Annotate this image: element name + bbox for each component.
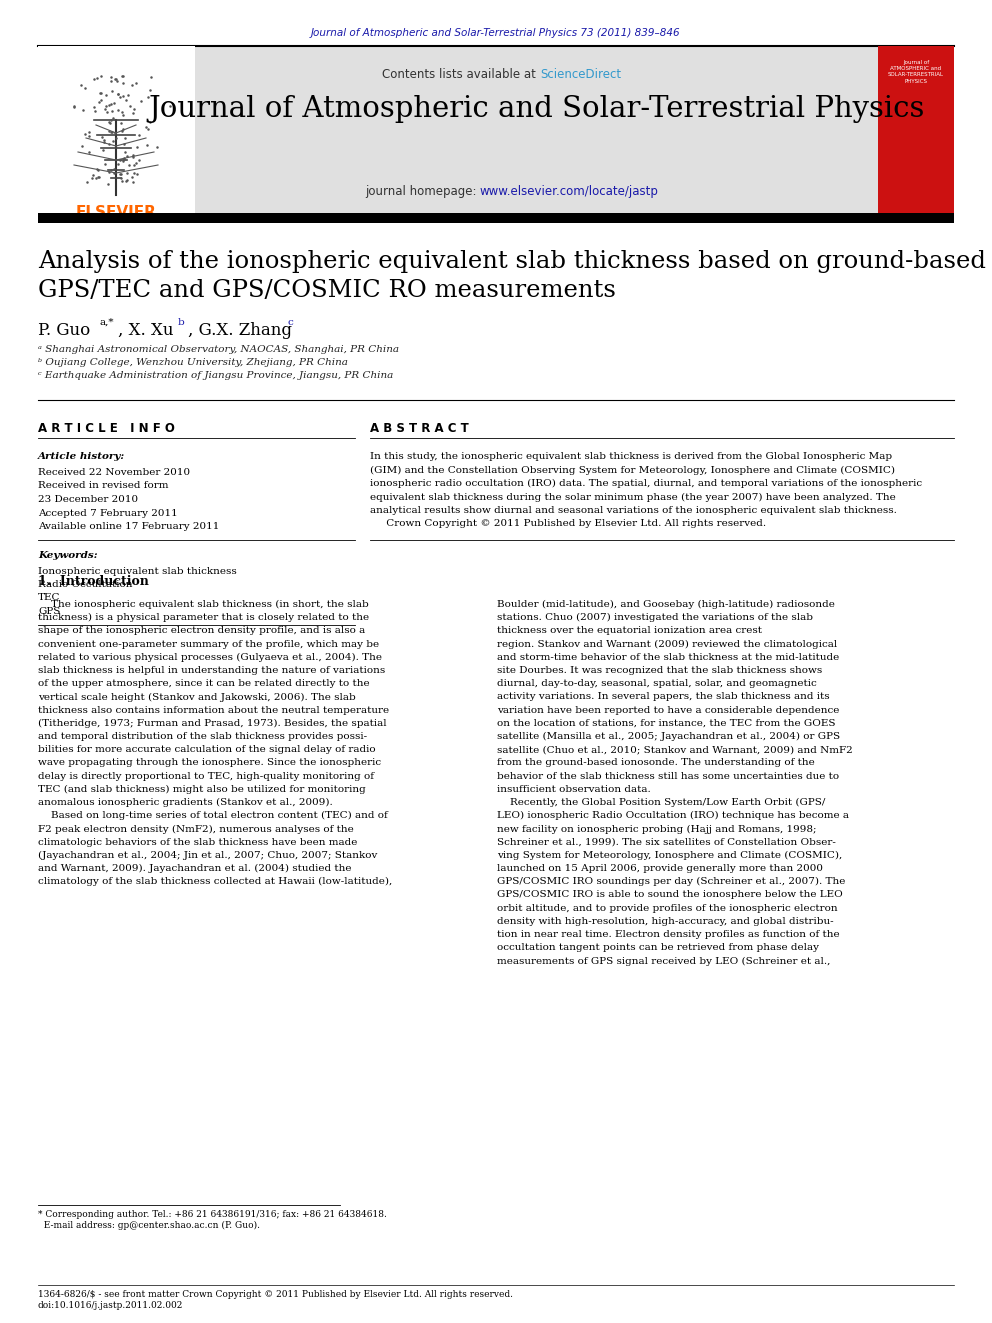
Text: , G.X. Zhang: , G.X. Zhang xyxy=(188,321,292,339)
Text: Available online 17 February 2011: Available online 17 February 2011 xyxy=(38,523,219,531)
Text: F2 peak electron density (NmF2), numerous analyses of the: F2 peak electron density (NmF2), numerou… xyxy=(38,824,354,833)
Text: LEO) ionospheric Radio Occultation (IRO) technique has become a: LEO) ionospheric Radio Occultation (IRO)… xyxy=(497,811,849,820)
Text: E-mail address: gp@center.shao.ac.cn (P. Guo).: E-mail address: gp@center.shao.ac.cn (P.… xyxy=(38,1221,260,1230)
Text: 1364-6826/$ - see front matter Crown Copyright © 2011 Published by Elsevier Ltd.: 1364-6826/$ - see front matter Crown Cop… xyxy=(38,1290,513,1299)
Text: related to various physical processes (Gulyaeva et al., 2004). The: related to various physical processes (G… xyxy=(38,652,382,662)
Text: launched on 15 April 2006, provide generally more than 2000: launched on 15 April 2006, provide gener… xyxy=(497,864,823,873)
Bar xyxy=(38,213,954,224)
Text: ScienceDirect: ScienceDirect xyxy=(540,67,621,81)
Text: occultation tangent points can be retrieved from phase delay: occultation tangent points can be retrie… xyxy=(497,943,819,953)
Text: activity variations. In several papers, the slab thickness and its: activity variations. In several papers, … xyxy=(497,692,829,701)
Text: of the upper atmosphere, since it can be related directly to the: of the upper atmosphere, since it can be… xyxy=(38,679,370,688)
Text: Schreiner et al., 1999). The six satellites of Constellation Obser-: Schreiner et al., 1999). The six satelli… xyxy=(497,837,836,847)
Text: Received in revised form: Received in revised form xyxy=(38,482,169,491)
Text: GPS/COSMIC IRO is able to sound the ionosphere below the LEO: GPS/COSMIC IRO is able to sound the iono… xyxy=(497,890,843,900)
Text: equivalent slab thickness during the solar minimum phase (the year 2007) have be: equivalent slab thickness during the sol… xyxy=(370,492,896,501)
Text: vertical scale height (Stankov and Jakowski, 2006). The slab: vertical scale height (Stankov and Jakow… xyxy=(38,692,356,701)
Text: Recently, the Global Position System/Low Earth Orbit (GPS/: Recently, the Global Position System/Low… xyxy=(497,798,825,807)
Text: thickness also contains information about the neutral temperature: thickness also contains information abou… xyxy=(38,705,389,714)
Text: satellite (Chuo et al., 2010; Stankov and Warnant, 2009) and NmF2: satellite (Chuo et al., 2010; Stankov an… xyxy=(497,745,853,754)
Text: insufficient observation data.: insufficient observation data. xyxy=(497,785,651,794)
Text: density with high-resolution, high-accuracy, and global distribu-: density with high-resolution, high-accur… xyxy=(497,917,833,926)
Text: c: c xyxy=(287,318,293,327)
Text: from the ground-based ionosonde. The understanding of the: from the ground-based ionosonde. The und… xyxy=(497,758,814,767)
Bar xyxy=(878,46,954,216)
Text: Boulder (mid-latitude), and Goosebay (high-latitude) radiosonde: Boulder (mid-latitude), and Goosebay (hi… xyxy=(497,601,835,609)
Text: Journal of
ATMOSPHERIC and
SOLAR-TERRESTRIAL
PHYSICS: Journal of ATMOSPHERIC and SOLAR-TERREST… xyxy=(888,60,944,83)
Text: convenient one-parameter summary of the profile, which may be: convenient one-parameter summary of the … xyxy=(38,639,379,648)
Text: climatology of the slab thickness collected at Hawaii (low-latitude),: climatology of the slab thickness collec… xyxy=(38,877,392,886)
Text: Received 22 November 2010: Received 22 November 2010 xyxy=(38,468,190,478)
Text: Journal of Atmospheric and Solar-Terrestrial Physics 73 (2011) 839–846: Journal of Atmospheric and Solar-Terrest… xyxy=(311,28,681,38)
Text: journal homepage:: journal homepage: xyxy=(365,185,480,198)
Text: GPS: GPS xyxy=(38,607,61,617)
Text: behavior of the slab thickness still has some uncertainties due to: behavior of the slab thickness still has… xyxy=(497,771,839,781)
Text: new facility on ionospheric probing (Hajj and Romans, 1998;: new facility on ionospheric probing (Haj… xyxy=(497,824,816,833)
Text: The ionospheric equivalent slab thickness (in short, the slab: The ionospheric equivalent slab thicknes… xyxy=(38,601,369,609)
Text: region. Stankov and Warnant (2009) reviewed the climatological: region. Stankov and Warnant (2009) revie… xyxy=(497,639,837,648)
Text: thickness over the equatorial ionization area crest: thickness over the equatorial ionization… xyxy=(497,626,762,635)
Text: TEC: TEC xyxy=(38,594,61,602)
Text: Contents lists available at: Contents lists available at xyxy=(382,67,540,81)
Text: shape of the ionospheric electron density profile, and is also a: shape of the ionospheric electron densit… xyxy=(38,626,365,635)
Text: A B S T R A C T: A B S T R A C T xyxy=(370,422,469,435)
Text: Analysis of the ionospheric equivalent slab thickness based on ground-based
GPS/: Analysis of the ionospheric equivalent s… xyxy=(38,250,986,302)
Text: variation have been reported to have a considerable dependence: variation have been reported to have a c… xyxy=(497,705,839,714)
Text: measurements of GPS signal received by LEO (Schreiner et al.,: measurements of GPS signal received by L… xyxy=(497,957,830,966)
Text: ᶜ Earthquake Administration of Jiangsu Province, Jiangsu, PR China: ᶜ Earthquake Administration of Jiangsu P… xyxy=(38,370,393,380)
Text: b: b xyxy=(178,318,185,327)
Text: bilities for more accurate calculation of the signal delay of radio: bilities for more accurate calculation o… xyxy=(38,745,376,754)
Text: wave propagating through the ionosphere. Since the ionospheric: wave propagating through the ionosphere.… xyxy=(38,758,381,767)
Text: 23 December 2010: 23 December 2010 xyxy=(38,495,138,504)
Text: 1.  Introduction: 1. Introduction xyxy=(38,576,149,587)
Text: a,*: a,* xyxy=(100,318,114,327)
Text: Crown Copyright © 2011 Published by Elsevier Ltd. All rights reserved.: Crown Copyright © 2011 Published by Else… xyxy=(370,520,766,528)
Text: Accepted 7 February 2011: Accepted 7 February 2011 xyxy=(38,508,178,517)
Text: anomalous ionospheric gradients (Stankov et al., 2009).: anomalous ionospheric gradients (Stankov… xyxy=(38,798,332,807)
Bar xyxy=(195,46,878,216)
Text: climatologic behaviors of the slab thickness have been made: climatologic behaviors of the slab thick… xyxy=(38,837,357,847)
Text: on the location of stations, for instance, the TEC from the GOES: on the location of stations, for instanc… xyxy=(497,718,835,728)
Text: GPS/COSMIC IRO soundings per day (Schreiner et al., 2007). The: GPS/COSMIC IRO soundings per day (Schrei… xyxy=(497,877,845,886)
Text: (GIM) and the Constellation Observing System for Meteorology, Ionosphere and Cli: (GIM) and the Constellation Observing Sy… xyxy=(370,466,895,475)
Text: * Corresponding author. Tel.: +86 21 64386191/316; fax: +86 21 64384618.: * Corresponding author. Tel.: +86 21 643… xyxy=(38,1211,387,1218)
Text: orbit altitude, and to provide profiles of the ionospheric electron: orbit altitude, and to provide profiles … xyxy=(497,904,837,913)
Text: P. Guo: P. Guo xyxy=(38,321,90,339)
Text: Article history:: Article history: xyxy=(38,452,125,460)
Text: delay is directly proportional to TEC, high-quality monitoring of: delay is directly proportional to TEC, h… xyxy=(38,771,374,781)
Text: tion in near real time. Electron density profiles as function of the: tion in near real time. Electron density… xyxy=(497,930,839,939)
Bar xyxy=(38,46,954,216)
Text: Ionospheric equivalent slab thickness: Ionospheric equivalent slab thickness xyxy=(38,566,237,576)
Text: and Warnant, 2009). Jayachandran et al. (2004) studied the: and Warnant, 2009). Jayachandran et al. … xyxy=(38,864,351,873)
Text: www.elsevier.com/locate/jastp: www.elsevier.com/locate/jastp xyxy=(480,185,659,198)
Text: Based on long-time series of total electron content (TEC) and of: Based on long-time series of total elect… xyxy=(38,811,388,820)
Text: TEC (and slab thickness) might also be utilized for monitoring: TEC (and slab thickness) might also be u… xyxy=(38,785,366,794)
Text: (Jayachandran et al., 2004; Jin et al., 2007; Chuo, 2007; Stankov: (Jayachandran et al., 2004; Jin et al., … xyxy=(38,851,377,860)
Text: analytical results show diurnal and seasonal variations of the ionospheric equiv: analytical results show diurnal and seas… xyxy=(370,505,897,515)
Text: ᵃ Shanghai Astronomical Observatory, NAOCAS, Shanghai, PR China: ᵃ Shanghai Astronomical Observatory, NAO… xyxy=(38,345,399,355)
Text: , X. Xu: , X. Xu xyxy=(118,321,174,339)
Text: A R T I C L E   I N F O: A R T I C L E I N F O xyxy=(38,422,175,435)
Text: Keywords:: Keywords: xyxy=(38,552,97,561)
Bar xyxy=(38,46,195,216)
Text: and storm-time behavior of the slab thickness at the mid-latitude: and storm-time behavior of the slab thic… xyxy=(497,652,839,662)
Text: satellite (Mansilla et al., 2005; Jayachandran et al., 2004) or GPS: satellite (Mansilla et al., 2005; Jayach… xyxy=(497,732,840,741)
Text: Radio Occultation: Radio Occultation xyxy=(38,579,133,589)
Text: stations. Chuo (2007) investigated the variations of the slab: stations. Chuo (2007) investigated the v… xyxy=(497,613,813,622)
Text: ionospheric radio occultation (IRO) data. The spatial, diurnal, and temporal var: ionospheric radio occultation (IRO) data… xyxy=(370,479,923,488)
Text: thickness) is a physical parameter that is closely related to the: thickness) is a physical parameter that … xyxy=(38,613,369,622)
Text: Journal of Atmospheric and Solar-Terrestrial Physics: Journal of Atmospheric and Solar-Terrest… xyxy=(149,95,926,123)
Text: doi:10.1016/j.jastp.2011.02.002: doi:10.1016/j.jastp.2011.02.002 xyxy=(38,1301,184,1310)
Text: site Dourbes. It was recognized that the slab thickness shows: site Dourbes. It was recognized that the… xyxy=(497,665,822,675)
Text: ving System for Meteorology, Ionosphere and Climate (COSMIC),: ving System for Meteorology, Ionosphere … xyxy=(497,851,842,860)
Text: slab thickness is helpful in understanding the nature of variations: slab thickness is helpful in understandi… xyxy=(38,665,385,675)
Text: (Titheridge, 1973; Furman and Prasad, 1973). Besides, the spatial: (Titheridge, 1973; Furman and Prasad, 19… xyxy=(38,718,387,728)
Text: ELSEVIER: ELSEVIER xyxy=(75,205,157,220)
Text: and temporal distribution of the slab thickness provides possi-: and temporal distribution of the slab th… xyxy=(38,732,367,741)
Text: ᵇ Oujiang College, Wenzhou University, Zhejiang, PR China: ᵇ Oujiang College, Wenzhou University, Z… xyxy=(38,359,348,366)
Text: diurnal, day-to-day, seasonal, spatial, solar, and geomagnetic: diurnal, day-to-day, seasonal, spatial, … xyxy=(497,679,816,688)
Text: In this study, the ionospheric equivalent slab thickness is derived from the Glo: In this study, the ionospheric equivalen… xyxy=(370,452,892,460)
